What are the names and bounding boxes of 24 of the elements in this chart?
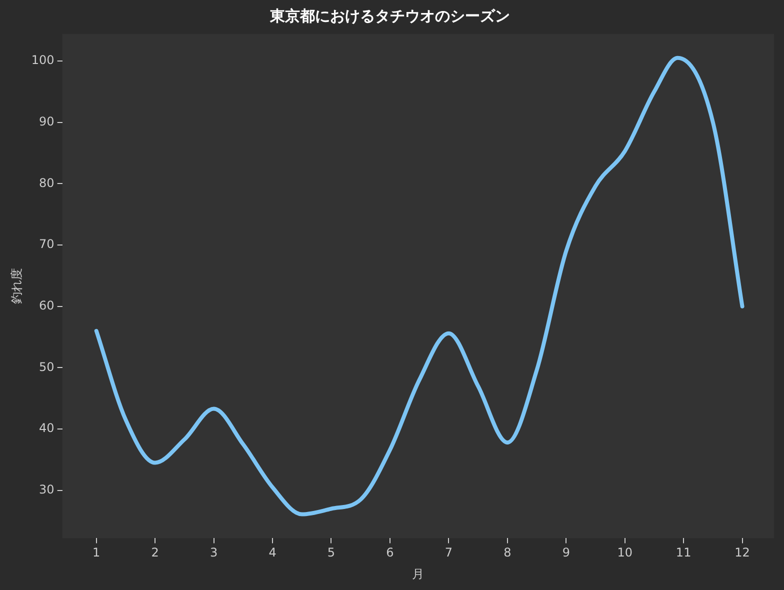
x-tick-label: 5: [327, 546, 336, 560]
y-tick-label: 70: [39, 237, 54, 252]
x-axis-title: 月: [412, 566, 424, 581]
y-tick-label: 40: [39, 421, 54, 436]
y-tick-label: 60: [39, 298, 54, 312]
x-tick-label: 2: [151, 546, 159, 560]
x-tick-label: 11: [676, 546, 692, 560]
x-tick-label: 1: [92, 546, 100, 560]
x-tick-label: 9: [562, 546, 570, 560]
x-tick-label: 7: [444, 546, 453, 560]
x-tick-label: 6: [386, 546, 394, 560]
y-axis-title: 釣れ度: [9, 268, 24, 304]
x-tick-label: 8: [504, 546, 512, 560]
y-tick-label: 100: [31, 53, 54, 68]
y-tick-label: 80: [39, 176, 54, 190]
x-tick-label: 12: [734, 546, 750, 560]
y-tick-label: 50: [39, 360, 54, 374]
x-tick-label: 3: [210, 546, 218, 560]
y-tick-label: 30: [39, 482, 54, 496]
x-tick-label: 10: [617, 546, 632, 560]
chart-title: 東京都におけるタチウオのシーズン: [269, 6, 510, 25]
line-series: [94, 56, 744, 516]
y-tick-label: 90: [39, 114, 54, 128]
x-tick-label: 4: [268, 546, 276, 560]
